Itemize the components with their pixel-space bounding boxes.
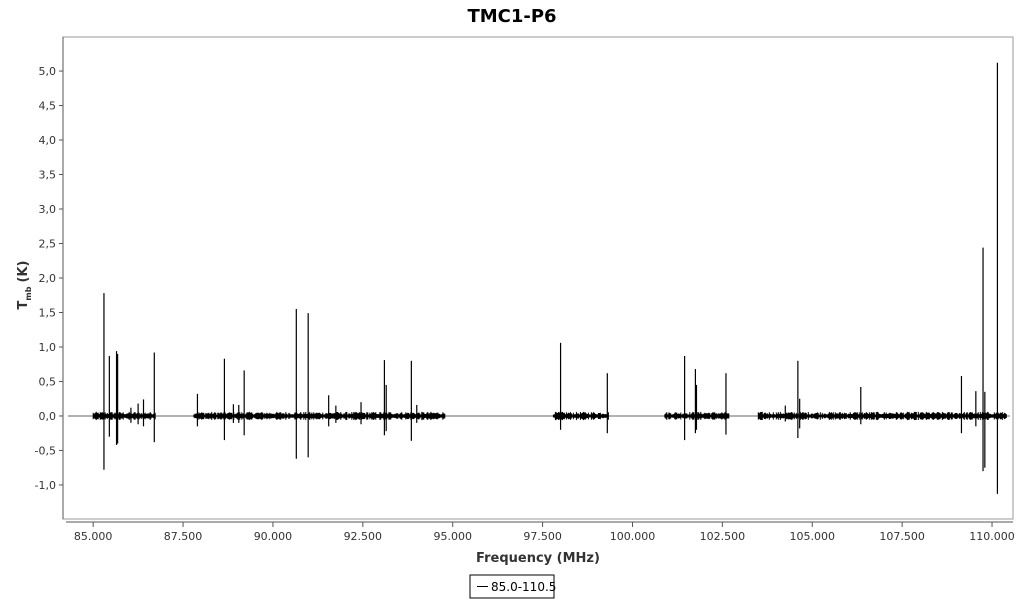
y-tick-label: 2,5 [39, 238, 57, 251]
legend: 85.0-110.5 [469, 574, 556, 599]
x-tick-label: 100.000 [610, 530, 656, 543]
x-tick-label: 92.500 [344, 530, 383, 543]
y-tick-label: 4,5 [39, 100, 57, 113]
legend-box [469, 574, 555, 599]
noise-segment [92, 411, 156, 421]
y-axis-label-sub: mb [24, 286, 33, 300]
y-axis-label-main: T [16, 300, 31, 309]
noise-segment [552, 411, 609, 421]
noise-segment [757, 411, 1007, 421]
x-tick-label: 95.000 [433, 530, 472, 543]
y-axis: -1,0 -0,5 0,0 0,5 1,0 1,5 2,0 2,5 3,0 3,5 4,0 4,5 5,… [35, 37, 64, 519]
x-tick-label: 102.500 [700, 530, 746, 543]
y-tick-label: 0,5 [39, 375, 57, 388]
y-axis-label: Tmb (K) [16, 261, 33, 310]
y-axis-label-unit: (K) [16, 261, 31, 283]
chart-title: TMC1-P6 [467, 6, 556, 27]
y-tick-label: -0,5 [35, 444, 56, 457]
noise-segment [664, 411, 730, 420]
x-axis-label: Frequency (MHz) [476, 551, 600, 566]
x-tick-label: 87.500 [164, 530, 203, 543]
x-tick-label: 90.000 [254, 530, 293, 543]
y-tick-label: 2,0 [39, 272, 57, 285]
y-tick-label: 5,0 [39, 65, 57, 78]
y-tick-label: 1,0 [39, 341, 57, 354]
y-tick-label: 1,5 [39, 306, 57, 319]
x-tick-label: 110.000 [969, 530, 1015, 543]
x-axis: 85.000 87.500 90.000 92.500 95.000 97.500 100.… [66, 521, 1015, 543]
series-layer [92, 62, 1007, 494]
x-tick-label: 85.000 [74, 530, 113, 543]
plot-frame [62, 36, 1014, 520]
y-tick-label: -1,0 [35, 479, 56, 492]
legend-entry-label: 85.0-110.5 [491, 580, 556, 594]
x-tick-label: 107.500 [879, 530, 925, 543]
y-tick-label: 4,0 [39, 134, 57, 147]
x-tick-label: 97.500 [523, 530, 562, 543]
noise-segment [193, 411, 446, 421]
y-tick-label: 3,0 [39, 203, 57, 216]
x-tick-label: 105.000 [790, 530, 836, 543]
y-tick-label: 0,0 [39, 410, 57, 423]
y-tick-label: 3,5 [39, 169, 57, 182]
